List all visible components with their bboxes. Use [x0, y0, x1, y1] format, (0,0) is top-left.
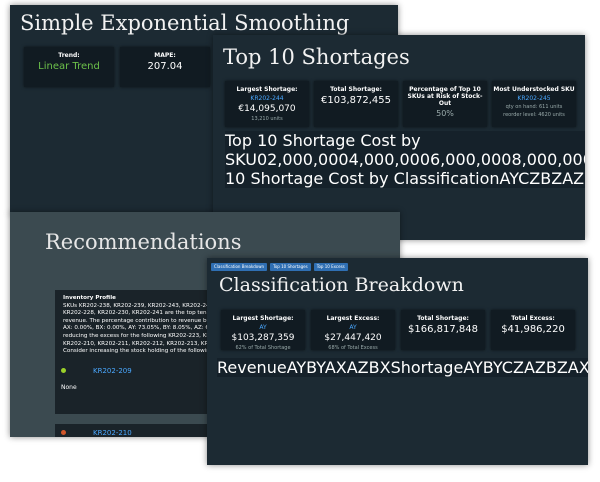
card-label: Total Shortage:: [330, 86, 382, 93]
pie-title: Top 10 Shortage Cost by Classification: [225, 169, 500, 188]
profile-line: revenue. The percentage contribution to …: [63, 317, 220, 324]
card-value: Linear Trend: [38, 61, 100, 72]
card-value: $103,287,359: [231, 333, 295, 343]
pie-label: BX: [368, 358, 391, 377]
pie-label: BY: [584, 169, 585, 188]
kpi-card: Total Shortage: €103,872,455: [314, 81, 398, 127]
y-tick-label: 2,000,000: [267, 150, 349, 169]
item-status: None: [61, 384, 77, 391]
tab[interactable]: Top 10 Excess: [313, 263, 348, 271]
pie-title: Revenue: [217, 358, 287, 377]
pie-label: AZ: [346, 358, 369, 377]
card-note: 68% of Total Excess: [328, 345, 378, 351]
card-sku: AY: [259, 324, 267, 331]
kpi-card: MAPE: 207.04: [120, 47, 210, 87]
ses-title: Simple Exponential Smoothing: [20, 11, 350, 35]
card-note: 62% of Total Shortage: [235, 345, 291, 351]
profile-line: AX: 0.00%, BX: 0.00%, AY: 73.05%, BY: 8.…: [63, 325, 231, 332]
pie-label: AY: [286, 358, 307, 377]
pie-label: BZ: [545, 358, 568, 377]
shortages-title: Top 10 Shortages: [223, 45, 410, 69]
card-value: $41,986,220: [501, 324, 565, 335]
pie-label: AX: [567, 358, 588, 377]
y-tick-label: 8,000,000: [511, 150, 585, 169]
classification-panel: Classification Breakdown Classification …: [207, 258, 588, 465]
shortage-charts: Top 10 Shortage Cost by SKU02,000,0004,0…: [225, 131, 585, 188]
status-dot: [61, 368, 66, 373]
kpi-card: Total Excess: $41,986,220: [491, 310, 575, 350]
card-label: Most Understocked SKU: [493, 86, 575, 93]
tab[interactable]: Top 10 Shortages: [270, 263, 311, 271]
kpi-card: Largest Excess: AY $27,447,420 68% of Total…: [311, 310, 395, 351]
pie-label: CZ: [518, 169, 541, 188]
tab[interactable]: Classification Breakdown: [211, 263, 268, 271]
card-value: €14,095,070: [238, 104, 296, 114]
card-sku: KR202-245: [517, 95, 551, 102]
item-sku: KR202-209: [93, 367, 132, 375]
pie-label: CZ: [501, 358, 524, 377]
card-value: 207.04: [147, 61, 183, 72]
pie-label: BZ: [540, 169, 563, 188]
kpi-card: Percentage of Top 10 SKUs at Risk of Sto…: [403, 81, 487, 127]
card-sku: AY: [349, 324, 357, 331]
card-label: Largest Shortage:: [236, 86, 298, 93]
card-note: qty on hand: 611 units: [505, 104, 563, 110]
pie-label: BY: [482, 358, 502, 377]
card-label: Trend:: [58, 52, 80, 59]
kpi-card: Most Understocked SKU KR202-245 qty on han…: [492, 81, 576, 127]
pie-label: BY: [306, 358, 325, 377]
profile-line: KR202-210, KR202-211, KR202-212, KR202-2…: [63, 340, 229, 347]
pie-title: Shortage: [390, 358, 464, 377]
pie-label: AZ: [562, 169, 585, 188]
pie-label: AY: [499, 169, 519, 188]
card-label: Total Excess:: [511, 315, 555, 322]
profile-line: Consider increasing the stock holding of…: [63, 348, 214, 355]
pie-label: AX: [324, 358, 347, 377]
pie-label: AY: [463, 358, 483, 377]
pie-label: AZ: [523, 358, 546, 377]
kpi-card: Largest Shortage: KR202-244 €14,095,070 13,…: [225, 81, 309, 127]
status-dot: [61, 430, 66, 435]
item-sku: KR202-210: [93, 429, 132, 437]
profile-line: KR202-228, KR202-230, KR202-241 are the …: [63, 310, 223, 317]
card-label: Percentage of Top 10 SKUs at Risk of Sto…: [407, 86, 483, 107]
kpi-card: Largest Shortage: AY $103,287,359 62% of To…: [221, 310, 305, 351]
card-note: reorder level: 4620 units: [503, 112, 565, 118]
profile-line: SKUs KR202-238, KR202-239, KR202-243, KR…: [63, 302, 225, 309]
y-tick-label: 6,000,000: [430, 150, 512, 169]
card-note: 13,210 units: [251, 116, 283, 122]
card-sku: KR202-244: [250, 95, 284, 102]
y-tick-label: 4,000,000: [348, 150, 430, 169]
classification-charts: RevenueAYBYAXAZBXShortageAYBYCZAZBZAXExc…: [217, 358, 588, 377]
kpi-card: Trend: Linear Trend: [24, 47, 114, 87]
y-tick-label: 0: [256, 150, 268, 169]
card-label: MAPE:: [154, 52, 176, 59]
card-value: €103,872,455: [321, 95, 391, 106]
card-value: $27,447,420: [324, 333, 382, 343]
profile-line: reducing the excess for the following KR…: [63, 332, 221, 339]
card-label: Largest Shortage:: [232, 315, 294, 322]
kpi-card: Total Shortage: $166,817,848: [401, 310, 485, 350]
card-value: $166,817,848: [408, 324, 478, 335]
classification-title: Classification Breakdown: [219, 274, 464, 296]
profile-title: Inventory Profile: [63, 295, 116, 301]
recommendations-title: Recommendations: [45, 230, 242, 254]
chart-title: Top 10 Shortage Cost by SKU: [225, 131, 421, 169]
card-label: Total Shortage:: [417, 315, 469, 322]
shortages-panel: Top 10 Shortages Largest Shortage: KR202-…: [213, 35, 585, 240]
card-label: Largest Excess:: [326, 315, 380, 322]
card-note: 50%: [436, 109, 454, 118]
